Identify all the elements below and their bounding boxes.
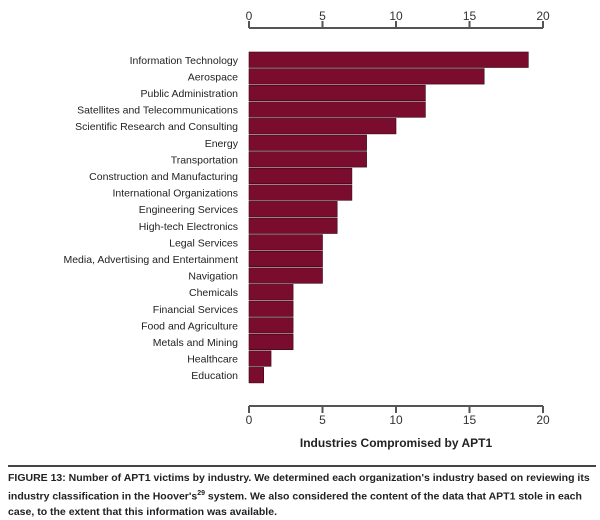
category-label: Energy [205,138,239,150]
category-label: Food and Agriculture [141,320,238,332]
category-label: Metals and Mining [153,337,238,349]
category-label: High-tech Electronics [139,221,238,233]
bar [248,184,353,201]
top-tick-label: 20 [536,9,550,23]
bottom-tick-label: 10 [389,413,403,427]
caption-text-end: system. We also considered the content o… [8,490,582,518]
top-tick-label: 5 [319,9,326,23]
bar [248,118,397,135]
bar [248,217,338,234]
caption-text: FIGURE 13: Number of APT1 victims by ind… [8,472,590,503]
bar [248,250,323,267]
category-label: Legal Services [169,237,238,249]
category-label: Public Administration [141,88,239,100]
chart-title: Industries Compromised by APT1 [300,436,493,450]
top-tick-label: 0 [246,9,253,23]
bar [248,300,294,317]
bar [248,101,426,118]
category-label: International Organizations [113,188,239,200]
bottom-tick-label: 0 [246,413,253,427]
bar [248,317,294,334]
category-label: Scientific Research and Consulting [75,121,238,133]
category-label: Satellites and Telecommunications [77,105,238,117]
bar [248,350,272,367]
bar [248,51,529,68]
bottom-tick-label: 15 [463,413,477,427]
caption-footnote: 29 [197,490,206,497]
bar [248,234,323,251]
bar [248,68,485,85]
category-label: Chemicals [189,287,238,299]
bar [248,333,294,351]
category-label: Transportation [171,154,238,166]
category-label: Engineering Services [139,204,238,216]
bar [248,367,264,384]
bar [248,201,338,218]
bar [248,84,426,101]
bar-chart: 0 5 10 15 20 0 5 10 15 20 Information Technology Ae… [63,9,550,450]
top-tick-label: 10 [389,9,403,23]
category-label: Education [191,370,238,382]
category-label: Media, Advertising and Entertainment [63,254,238,266]
bar [248,267,323,284]
bottom-tick-label: 5 [319,413,326,427]
category-label: Aerospace [188,71,238,83]
figure-caption: FIGURE 13: Number of APT1 victims by ind… [8,465,596,520]
top-tick-label: 15 [463,9,477,23]
category-label: Healthcare [187,354,238,366]
bar [248,167,353,184]
category-label: Financial Services [153,304,238,316]
category-label: Information Technology [130,55,239,67]
category-label: Navigation [188,271,238,283]
bar [248,284,294,301]
bottom-tick-label: 20 [536,413,550,427]
bar [248,134,367,151]
bar [248,151,367,168]
category-label: Construction and Manufacturing [89,171,238,183]
